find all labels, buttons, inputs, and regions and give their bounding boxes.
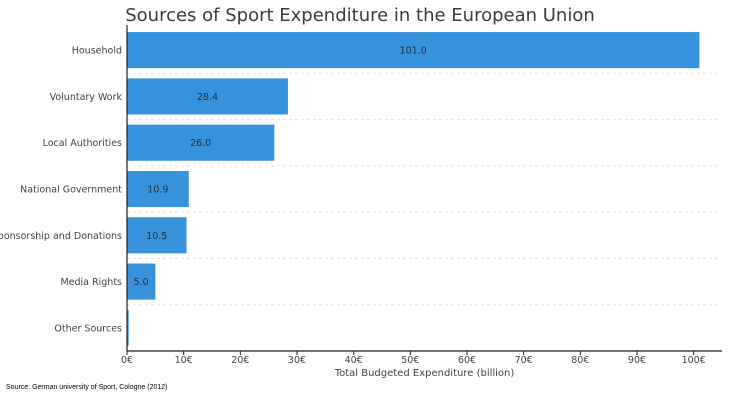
- category-label: Media Rights: [60, 277, 122, 288]
- x-tick-label: 10€: [175, 355, 193, 366]
- x-tick-label: 30€: [288, 355, 306, 366]
- data-label: 10.5: [146, 231, 167, 242]
- category-label: National Government: [20, 185, 122, 196]
- bar-local-authorities: [127, 124, 275, 161]
- x-tick-label: 40€: [345, 355, 363, 366]
- x-tick-label: 80€: [571, 355, 589, 366]
- data-label: 10.9: [147, 185, 168, 196]
- axes: [126, 25, 722, 352]
- x-tick-label: 70€: [515, 355, 533, 366]
- bars: [127, 32, 700, 346]
- chart-title: Sources of Sport Expenditure in the Euro…: [125, 5, 595, 26]
- x-tick-label: 60€: [458, 355, 476, 366]
- category-label: Voluntary Work: [50, 92, 123, 103]
- data-label: 5.0: [134, 277, 149, 288]
- labels: Household 101.0 Voluntary Work 28.4 Local Au…: [0, 46, 706, 366]
- x-tick-label: 20€: [231, 355, 249, 366]
- bar-media-rights: [127, 263, 156, 300]
- bar-voluntary-work: [127, 78, 288, 115]
- x-tick-label: 50€: [401, 355, 419, 366]
- source-note: Source: German university of Sport, Colo…: [6, 384, 168, 391]
- category-label: Household: [72, 46, 122, 57]
- data-label: 26.0: [190, 138, 211, 149]
- x-tick-label: 100€: [682, 355, 706, 366]
- grid-lines: [127, 72, 722, 352]
- category-label: Sponsorship and Donations: [0, 231, 122, 242]
- data-label: 28.4: [197, 92, 218, 103]
- bar-other-sources: [127, 309, 129, 346]
- bar-national-government: [127, 170, 189, 208]
- category-label: Other Sources: [54, 323, 122, 334]
- category-label: Local Authorities: [43, 138, 122, 149]
- bar-household: [127, 32, 700, 69]
- bar-sponsorship-and-donations: [127, 217, 187, 254]
- data-label: 101.0: [400, 46, 427, 57]
- x-axis-title: Total Budgeted Expenditure (billion): [334, 368, 515, 379]
- x-tick-label: 90€: [628, 355, 646, 366]
- x-tick-label: 0€: [121, 355, 133, 366]
